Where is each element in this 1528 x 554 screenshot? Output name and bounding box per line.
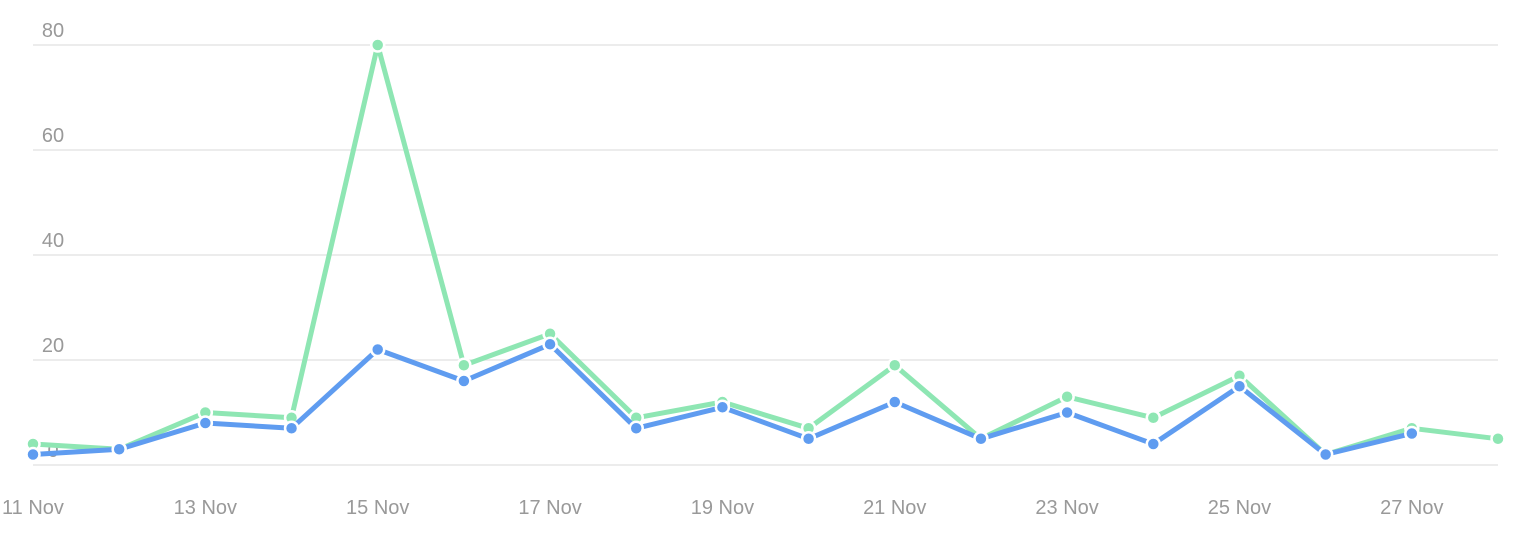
series-1-point-12[interactable] bbox=[1059, 404, 1075, 421]
series-1-point-5[interactable] bbox=[456, 373, 472, 389]
x-axis-labels: 11 Nov 13 Nov 15 Nov 17 Nov 19 Nov 21 Nov 23 N… bbox=[2, 497, 1443, 519]
y-tick-label-60: 60 bbox=[42, 125, 64, 147]
series-0-point-10[interactable] bbox=[887, 357, 903, 373]
series-1-point-13[interactable] bbox=[1145, 436, 1162, 452]
series-1-point-8[interactable] bbox=[714, 399, 731, 415]
x-tick-label-14: 25 Nov bbox=[1208, 497, 1271, 519]
series-0 bbox=[25, 37, 1506, 463]
series-1-point-6[interactable] bbox=[542, 336, 558, 352]
series-1-point-16[interactable] bbox=[1404, 425, 1420, 442]
series-1-point-10[interactable] bbox=[887, 394, 903, 410]
series-1-point-4[interactable] bbox=[369, 341, 386, 358]
y-tick-label-80: 80 bbox=[42, 20, 64, 42]
series-1-point-3[interactable] bbox=[283, 420, 300, 436]
x-tick-label-4: 15 Nov bbox=[346, 497, 409, 519]
x-tick-label-16: 27 Nov bbox=[1380, 497, 1443, 519]
series-1-point-7[interactable] bbox=[628, 420, 644, 436]
x-tick-label-8: 19 Nov bbox=[691, 497, 754, 519]
series-1-point-15[interactable] bbox=[1317, 446, 1334, 463]
y-tick-label-20: 20 bbox=[42, 335, 64, 357]
series-1-point-0[interactable] bbox=[25, 446, 41, 463]
x-tick-label-0: 11 Nov bbox=[2, 497, 64, 519]
series-0-point-5[interactable] bbox=[456, 357, 472, 373]
y-tick-label-40: 40 bbox=[42, 230, 64, 252]
x-tick-label-2: 13 Nov bbox=[174, 497, 237, 519]
grid bbox=[33, 44, 1498, 466]
series-1-point-11[interactable] bbox=[973, 431, 989, 447]
series-1-point-2[interactable] bbox=[197, 415, 214, 431]
x-tick-label-6: 17 Nov bbox=[518, 497, 581, 519]
series-1-point-9[interactable] bbox=[800, 431, 817, 447]
series-0-point-13[interactable] bbox=[1145, 410, 1162, 426]
series-1 bbox=[25, 336, 1420, 463]
series-1-point-14[interactable] bbox=[1231, 378, 1248, 394]
series-0-point-17[interactable] bbox=[1490, 431, 1506, 447]
series-0-point-12[interactable] bbox=[1059, 389, 1075, 405]
x-tick-label-12: 23 Nov bbox=[1035, 497, 1098, 519]
series-0-line bbox=[30, 42, 1501, 457]
series-0-point-4[interactable] bbox=[369, 37, 386, 53]
x-tick-label-10: 21 Nov bbox=[863, 497, 926, 519]
series-1-point-1[interactable] bbox=[111, 441, 127, 457]
series bbox=[25, 37, 1506, 463]
